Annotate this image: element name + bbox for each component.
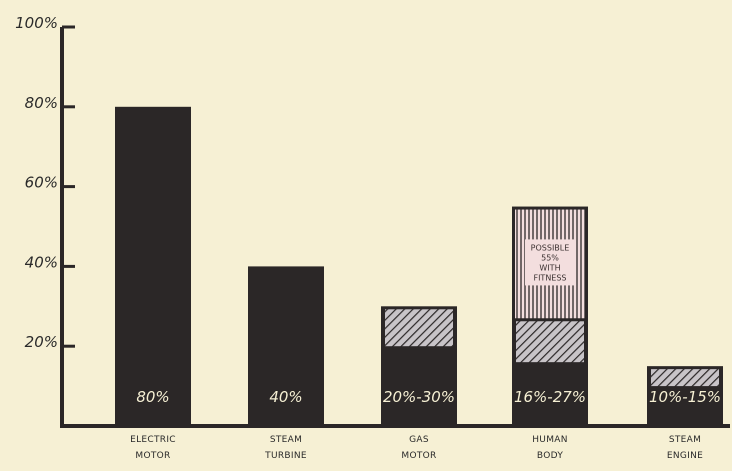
category-label: ELECTRIC: [130, 435, 176, 445]
category-label: TURBINE: [264, 451, 307, 461]
bar-value-label: 16%-27%: [514, 388, 586, 406]
bar-value-label: 10%-15%: [649, 388, 721, 406]
annotation-text: 55%: [541, 253, 559, 262]
bar-value-label: 80%: [136, 388, 169, 406]
category-label: ENGINE: [667, 451, 703, 461]
y-tick-label: 60%: [25, 174, 58, 192]
category-label: BODY: [537, 451, 563, 461]
annotation-box: [525, 239, 575, 286]
annotation-text: WITH: [539, 263, 560, 272]
category-label: MOTOR: [135, 451, 170, 461]
category-label: MOTOR: [401, 451, 436, 461]
y-tick-label: 80%: [25, 94, 58, 112]
bar-range-region: [516, 321, 584, 363]
annotation-text: FITNESS: [533, 273, 566, 282]
category-label: GAS: [409, 435, 429, 445]
category-label: STEAM: [270, 435, 302, 445]
y-tick-label: 40%: [25, 253, 58, 271]
y-tick-label: 100%: [15, 14, 58, 32]
category-label: STEAM: [669, 435, 701, 445]
y-tick-label: 20%: [25, 333, 58, 351]
bar: [248, 266, 324, 426]
bar-value-label: 40%: [269, 388, 302, 406]
bar-value-label: 20%-30%: [383, 388, 455, 406]
category-label: HUMAN: [532, 435, 568, 445]
bar: [115, 106, 191, 427]
bar-range-region: [651, 369, 719, 387]
bar-range-region: [385, 309, 453, 347]
annotation-text: POSSIBLE: [531, 243, 570, 252]
